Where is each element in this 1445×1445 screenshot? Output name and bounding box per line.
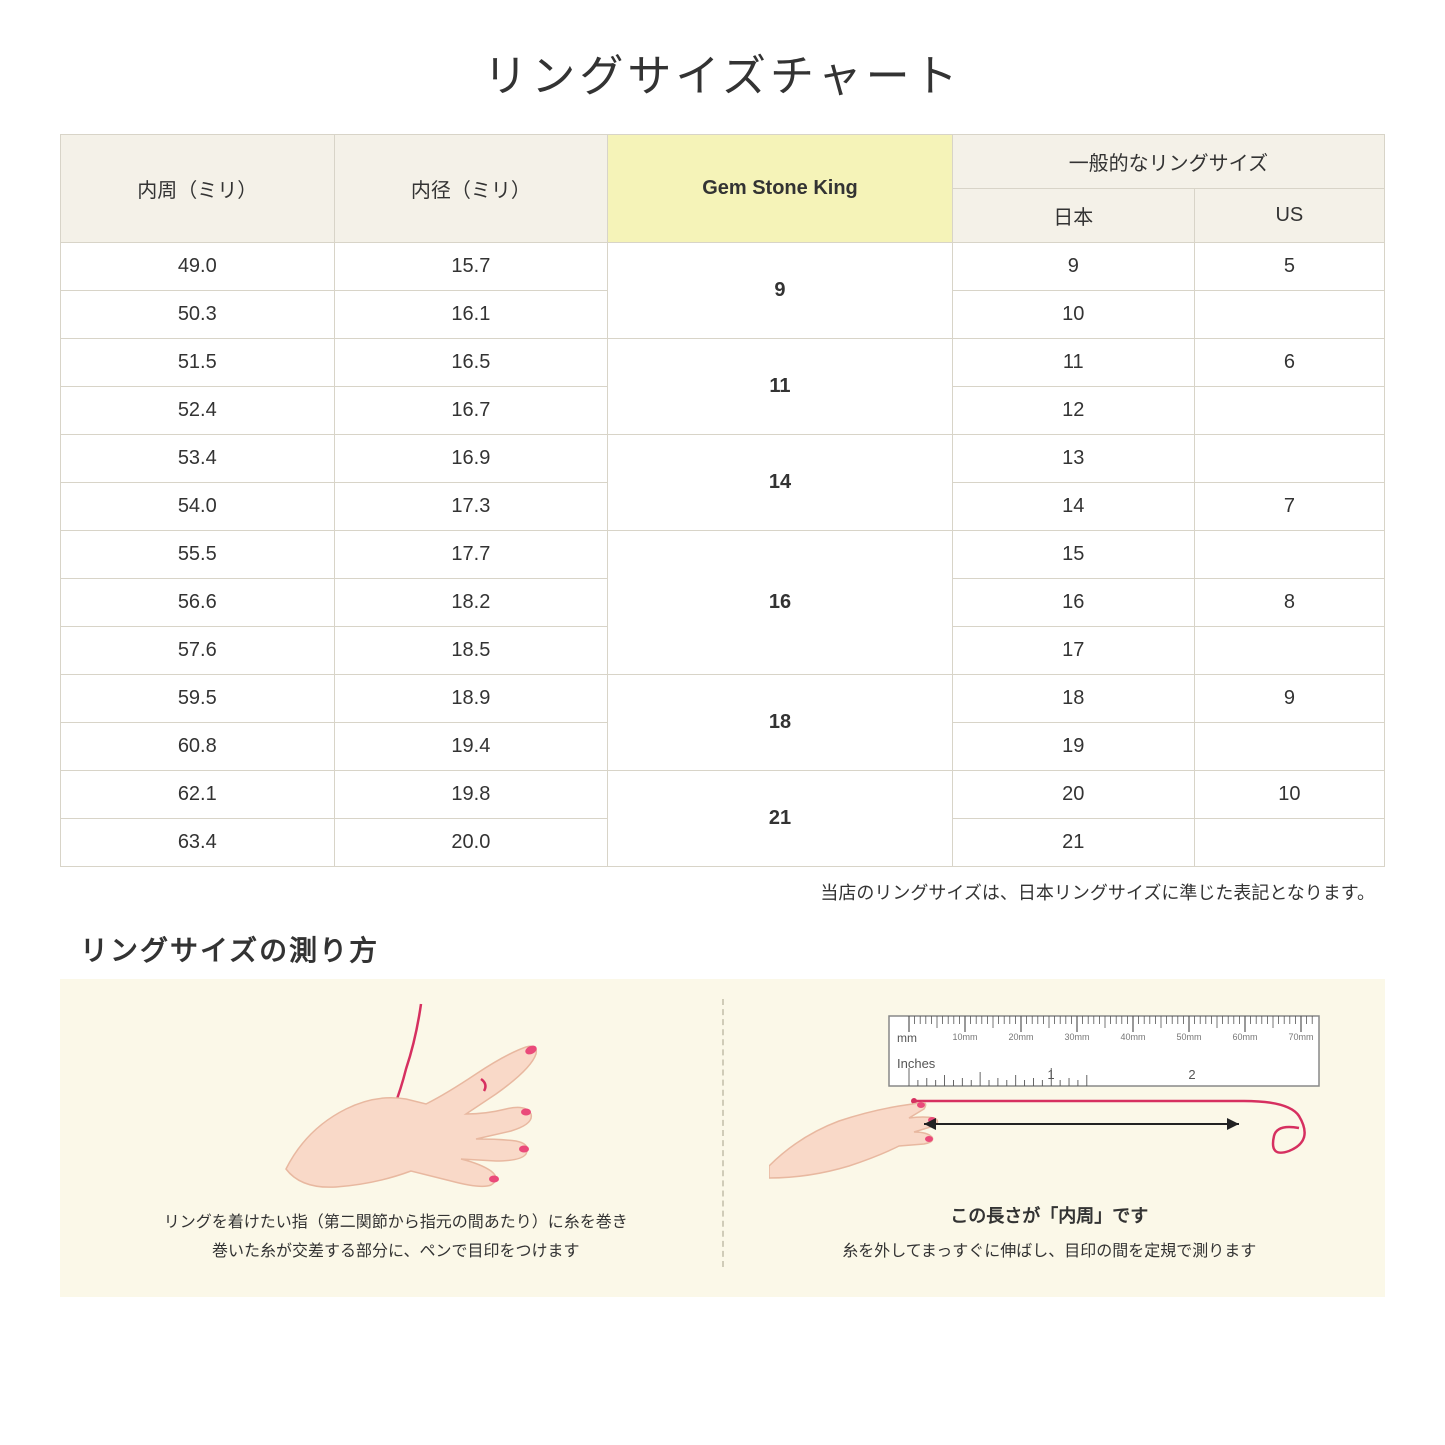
cell-japan: 19 xyxy=(952,723,1194,771)
howto-title: リングサイズの測り方 xyxy=(60,929,1385,969)
ring-size-table: 内周（ミリ） 内径（ミリ） Gem Stone King 一般的なリングサイズ … xyxy=(60,134,1385,867)
cell-us xyxy=(1194,291,1384,339)
cell-us: 6 xyxy=(1194,339,1384,387)
cell-japan: 10 xyxy=(952,291,1194,339)
cell-circumference: 59.5 xyxy=(61,675,335,723)
cell-diameter: 16.9 xyxy=(334,435,608,483)
cell-japan: 12 xyxy=(952,387,1194,435)
cell-us xyxy=(1194,627,1384,675)
cell-us: 10 xyxy=(1194,771,1384,819)
cell-circumference: 54.0 xyxy=(61,483,335,531)
svg-text:70mm: 70mm xyxy=(1289,1032,1314,1042)
cell-gsk: 14 xyxy=(608,435,953,531)
cell-us: 8 xyxy=(1194,579,1384,627)
footnote: 当店のリングサイズは、日本リングサイズに準じた表記となります。 xyxy=(60,879,1385,905)
cell-diameter: 18.2 xyxy=(334,579,608,627)
cell-gsk: 18 xyxy=(608,675,953,771)
cell-circumference: 62.1 xyxy=(61,771,335,819)
table-row: 51.516.511116 xyxy=(61,339,1385,387)
cell-gsk: 11 xyxy=(608,339,953,435)
svg-text:1: 1 xyxy=(1048,1067,1055,1082)
cell-japan: 21 xyxy=(952,819,1194,867)
cell-japan: 18 xyxy=(952,675,1194,723)
cell-us xyxy=(1194,387,1384,435)
cell-japan: 13 xyxy=(952,435,1194,483)
svg-text:10mm: 10mm xyxy=(953,1032,978,1042)
header-us: US xyxy=(1194,189,1384,243)
howto-step-2: mm Inches 10mm 20mm 30mm 40mm 50mm 60mm 70mm 1… xyxy=(744,999,1356,1267)
cell-diameter: 16.5 xyxy=(334,339,608,387)
cell-diameter: 18.9 xyxy=(334,675,608,723)
cell-us xyxy=(1194,435,1384,483)
header-japan: 日本 xyxy=(952,189,1194,243)
hand-with-thread-icon xyxy=(226,999,566,1199)
howto-caption-1: リングを着けたい指（第二関節から指元の間あたり）に糸を巻き 巻いた糸が交差する部… xyxy=(164,1209,628,1267)
cell-japan: 20 xyxy=(952,771,1194,819)
cell-japan: 17 xyxy=(952,627,1194,675)
svg-text:20mm: 20mm xyxy=(1009,1032,1034,1042)
cell-japan: 15 xyxy=(952,531,1194,579)
cell-circumference: 63.4 xyxy=(61,819,335,867)
svg-text:40mm: 40mm xyxy=(1121,1032,1146,1042)
howto-divider xyxy=(722,999,724,1267)
page-title: リングサイズチャート xyxy=(60,40,1385,104)
cell-diameter: 20.0 xyxy=(334,819,608,867)
svg-text:30mm: 30mm xyxy=(1065,1032,1090,1042)
cell-circumference: 49.0 xyxy=(61,243,335,291)
cell-japan: 14 xyxy=(952,483,1194,531)
cell-circumference: 57.6 xyxy=(61,627,335,675)
cell-gsk: 21 xyxy=(608,771,953,867)
cell-gsk: 16 xyxy=(608,531,953,675)
cell-us xyxy=(1194,531,1384,579)
ruler-measurement-icon: mm Inches 10mm 20mm 30mm 40mm 50mm 60mm 70mm 1… xyxy=(769,1006,1329,1196)
cell-diameter: 16.7 xyxy=(334,387,608,435)
cell-diameter: 18.5 xyxy=(334,627,608,675)
header-circumference: 内周（ミリ） xyxy=(61,135,335,243)
svg-text:60mm: 60mm xyxy=(1233,1032,1258,1042)
cell-gsk: 9 xyxy=(608,243,953,339)
table-row: 49.015.7995 xyxy=(61,243,1385,291)
svg-text:2: 2 xyxy=(1189,1067,1196,1082)
howto-step-1: リングを着けたい指（第二関節から指元の間あたり）に糸を巻き 巻いた糸が交差する部… xyxy=(90,999,702,1267)
cell-circumference: 56.6 xyxy=(61,579,335,627)
header-gsk: Gem Stone King xyxy=(608,135,953,243)
cell-circumference: 55.5 xyxy=(61,531,335,579)
cell-japan: 16 xyxy=(952,579,1194,627)
cell-us: 7 xyxy=(1194,483,1384,531)
header-general: 一般的なリングサイズ xyxy=(952,135,1384,189)
howto-caption-2: 糸を外してまっすぐに伸ばし、目印の間を定規で測ります xyxy=(842,1238,1256,1267)
cell-us: 5 xyxy=(1194,243,1384,291)
cell-japan: 9 xyxy=(952,243,1194,291)
svg-text:Inches: Inches xyxy=(897,1056,936,1071)
ruler-length-label: この長さが「内周」です xyxy=(950,1202,1148,1228)
cell-diameter: 16.1 xyxy=(334,291,608,339)
cell-us xyxy=(1194,819,1384,867)
cell-japan: 11 xyxy=(952,339,1194,387)
howto-panel: リングを着けたい指（第二関節から指元の間あたり）に糸を巻き 巻いた糸が交差する部… xyxy=(60,979,1385,1297)
cell-circumference: 60.8 xyxy=(61,723,335,771)
cell-circumference: 50.3 xyxy=(61,291,335,339)
table-row: 59.518.918189 xyxy=(61,675,1385,723)
cell-us: 9 xyxy=(1194,675,1384,723)
cell-circumference: 51.5 xyxy=(61,339,335,387)
cell-diameter: 17.7 xyxy=(334,531,608,579)
cell-diameter: 17.3 xyxy=(334,483,608,531)
cell-circumference: 52.4 xyxy=(61,387,335,435)
header-diameter: 内径（ミリ） xyxy=(334,135,608,243)
table-row: 53.416.91413 xyxy=(61,435,1385,483)
table-row: 62.119.8212010 xyxy=(61,771,1385,819)
cell-circumference: 53.4 xyxy=(61,435,335,483)
cell-us xyxy=(1194,723,1384,771)
table-row: 55.517.71615 xyxy=(61,531,1385,579)
svg-text:mm: mm xyxy=(897,1031,917,1045)
cell-diameter: 19.8 xyxy=(334,771,608,819)
svg-text:50mm: 50mm xyxy=(1177,1032,1202,1042)
cell-diameter: 19.4 xyxy=(334,723,608,771)
cell-diameter: 15.7 xyxy=(334,243,608,291)
